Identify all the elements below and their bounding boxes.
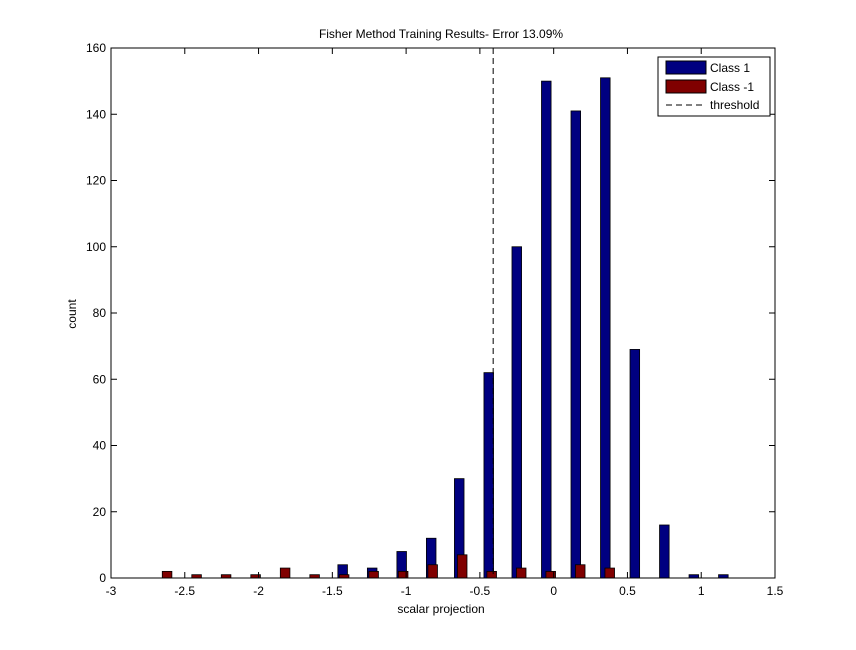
x-tick-label-2: -2: [253, 584, 264, 598]
bar-series-1-bin-4: [279, 567, 291, 579]
y-tick-label-6: 120: [86, 174, 106, 188]
y-tick-label-4: 80: [93, 306, 107, 320]
x-tick-label-9: 1.5: [767, 584, 784, 598]
bar-series-1-bin-15: [604, 567, 615, 579]
bar-series-1-bin-7: [368, 570, 379, 579]
bar-series-0-bin-6: [511, 246, 522, 579]
bar-series-1-bin-9: [427, 564, 438, 579]
bar-series-0-bin-5: [483, 372, 494, 579]
y-tick-label-0: 0: [99, 571, 106, 585]
y-axis-label: count: [65, 299, 79, 329]
x-tick-label-6: 0: [550, 584, 557, 598]
bar-series-1-bin-11: [486, 570, 497, 579]
x-tick-label-8: 1: [698, 584, 705, 598]
legend-swatch-class-1: [665, 60, 707, 75]
y-tick-label-3: 60: [93, 372, 107, 386]
bar-series-1-bin-10: [456, 554, 468, 579]
bar-series-0-bin-7: [541, 80, 552, 579]
legend-label-threshold: threshold: [710, 98, 759, 112]
bar-series-1-bin-14: [575, 564, 586, 579]
legend-label-class-neg-1: Class -1: [710, 80, 754, 94]
legend-swatch-class-neg-1: [665, 79, 707, 94]
legend-label-class-1: Class 1: [710, 61, 750, 75]
x-axis-label: scalar projection: [397, 602, 484, 616]
axes-layer: -3 -2.5 -2 -1.5 -1 -0.5 0 0.5 1 1.5 0 20 40 60 80 100 12…: [86, 41, 784, 598]
legend: Class 1 Class -1 threshold: [657, 56, 771, 117]
y-tick-label-8: 160: [86, 41, 106, 55]
y-tick-label-7: 140: [86, 107, 106, 121]
x-tick-label-3: -1.5: [322, 584, 343, 598]
bar-series-1-bin-0: [161, 570, 173, 579]
chart-title: Fisher Method Training Results- Error 13…: [319, 27, 563, 41]
y-tick-label-1: 20: [93, 505, 107, 519]
y-tick-label-5: 100: [86, 240, 106, 254]
bar-series-1-bin-12: [516, 567, 527, 579]
x-tick-label-5: -0.5: [470, 584, 491, 598]
y-tick-label-2: 40: [93, 439, 107, 453]
x-tick-label-7: 0.5: [619, 584, 636, 598]
x-tick-label-0: -3: [106, 584, 117, 598]
bar-series-0-bin-10: [629, 349, 641, 579]
x-tick-label-4: -1: [401, 584, 412, 598]
bar-series-0-bin-9: [600, 77, 611, 579]
x-tick-label-1: -2.5: [174, 584, 195, 598]
bar-series-0-bin-8: [570, 110, 581, 579]
bar-series-0-bin-11: [659, 524, 670, 579]
